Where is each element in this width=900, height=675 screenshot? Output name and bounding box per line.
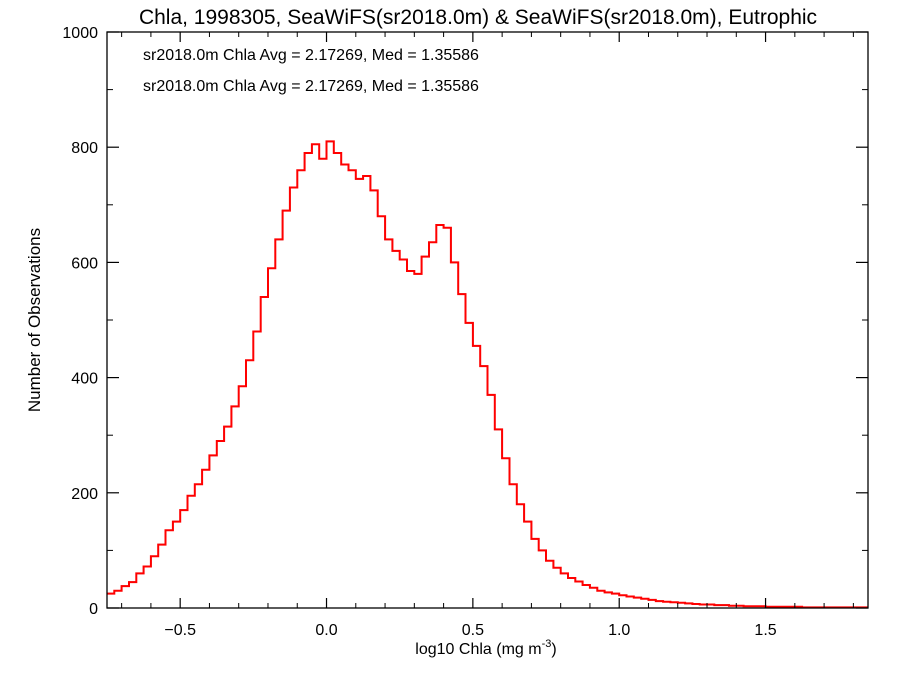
- y-axis: 0 200 400 600 800 1000: [62, 25, 868, 618]
- x-axis: −0.5 0.0 0.5 1.0 1.5: [121, 32, 854, 639]
- y-axis-label: Number of Observations: [25, 228, 44, 412]
- y-tick-label: 600: [71, 255, 98, 272]
- x-tick-label: 0.0: [315, 622, 337, 639]
- chart-title: Chla, 1998305, SeaWiFS(sr2018.0m) & SeaW…: [139, 6, 817, 29]
- histogram-series-1: [107, 140, 868, 609]
- x-tick-label: 0.5: [462, 622, 484, 639]
- y-tick-label: 800: [71, 140, 98, 157]
- stats-annotation-red: sr2018.0m Chla Avg = 2.17269, Med = 1.35…: [143, 78, 479, 95]
- y-tick-label: 400: [71, 371, 98, 388]
- y-tick-label: 1000: [62, 25, 98, 42]
- x-axis-label-main: log10 Chla (mg m: [415, 641, 541, 658]
- plot-frame: [106, 31, 869, 609]
- x-axis-label: log10 Chla (mg m-3): [415, 638, 556, 658]
- x-axis-label-close: ): [551, 641, 556, 658]
- x-axis-label-superscript: -3: [542, 638, 552, 650]
- x-tick-label: 1.5: [754, 622, 776, 639]
- series-layer: [107, 140, 868, 609]
- stats-annotation-black: sr2018.0m Chla Avg = 2.17269, Med = 1.35…: [143, 47, 479, 64]
- x-tick-label: 1.0: [608, 622, 630, 639]
- y-tick-label: 200: [71, 486, 98, 503]
- x-tick-label: −0.5: [164, 622, 196, 639]
- y-tick-label: 0: [89, 601, 98, 618]
